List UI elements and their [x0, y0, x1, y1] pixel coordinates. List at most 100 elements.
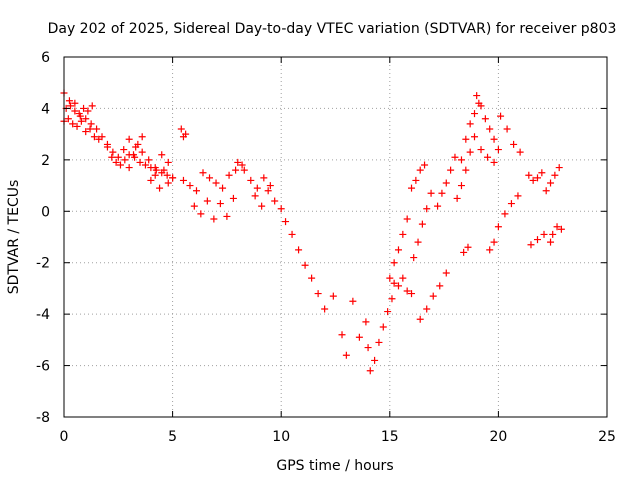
data-point	[466, 148, 474, 156]
data-point	[547, 179, 555, 187]
data-point	[471, 133, 479, 141]
data-point	[182, 130, 190, 138]
data-point	[116, 161, 124, 169]
data-point	[490, 158, 498, 166]
series-recovery-15-16h	[386, 215, 411, 282]
data-point	[364, 344, 372, 352]
data-point	[379, 323, 387, 331]
data-point	[82, 128, 90, 136]
data-point	[132, 143, 140, 151]
data-point	[186, 182, 194, 190]
data-point	[260, 174, 268, 182]
data-point	[321, 305, 329, 313]
data-points	[60, 89, 565, 375]
data-point	[147, 176, 155, 184]
data-point	[138, 148, 146, 156]
data-point	[557, 225, 565, 233]
y-tick-label: -8	[36, 410, 50, 426]
data-point	[138, 133, 146, 141]
series-tail-22-23h	[542, 164, 563, 195]
data-point	[164, 158, 172, 166]
data-point	[177, 125, 185, 133]
data-point	[390, 279, 398, 287]
data-point	[355, 333, 363, 341]
data-point	[229, 194, 237, 202]
series-band-4-5h	[147, 166, 177, 192]
data-point	[301, 261, 309, 269]
data-point	[130, 151, 138, 159]
data-point	[225, 171, 233, 179]
data-point	[282, 218, 290, 226]
data-point	[192, 187, 200, 195]
data-point	[121, 156, 129, 164]
data-point	[525, 171, 533, 179]
data-point	[486, 125, 494, 133]
data-point	[258, 202, 266, 210]
data-point	[163, 171, 171, 179]
series-band-2-3h	[103, 133, 146, 172]
data-point	[271, 197, 279, 205]
series-stripe-16-18h-low	[416, 269, 450, 323]
y-tick-label: 0	[41, 204, 50, 220]
data-point	[114, 153, 122, 161]
data-point	[238, 161, 246, 169]
data-point	[71, 99, 79, 107]
data-point	[533, 236, 541, 244]
data-point	[529, 176, 537, 184]
data-point	[156, 184, 164, 192]
data-point	[394, 282, 402, 290]
data-point	[527, 241, 535, 249]
data-point	[429, 292, 437, 300]
data-point	[190, 202, 198, 210]
data-point	[477, 146, 485, 154]
data-point	[371, 356, 379, 364]
data-point	[73, 122, 81, 130]
data-point	[494, 223, 502, 231]
data-point	[151, 164, 159, 172]
data-point	[553, 223, 561, 231]
data-point	[453, 194, 461, 202]
data-point	[399, 274, 407, 282]
series-band-20-21h-low	[486, 192, 522, 254]
data-point	[490, 238, 498, 246]
data-point	[136, 158, 144, 166]
grid-lines	[64, 57, 607, 417]
data-point	[69, 120, 77, 128]
data-point	[408, 290, 416, 298]
data-point	[434, 202, 442, 210]
data-point	[212, 179, 220, 187]
y-tick-label: -4	[36, 307, 50, 323]
data-point	[423, 205, 431, 213]
data-point	[416, 166, 424, 174]
data-point	[329, 292, 337, 300]
data-point	[399, 230, 407, 238]
data-point	[384, 308, 392, 316]
data-point	[206, 174, 214, 182]
data-point	[203, 197, 211, 205]
data-point	[394, 246, 402, 254]
series-stripe-17-18h	[434, 153, 459, 210]
data-point	[64, 115, 72, 123]
data-point	[232, 166, 240, 174]
data-point	[403, 287, 411, 295]
data-point	[240, 166, 248, 174]
data-point	[501, 210, 509, 218]
data-point	[457, 182, 465, 190]
series-stripe-16-17h	[410, 189, 435, 262]
data-point	[436, 282, 444, 290]
x-tick-label: 25	[598, 429, 616, 445]
data-point	[460, 248, 468, 256]
data-point	[247, 176, 255, 184]
data-point	[71, 107, 79, 115]
data-point	[438, 189, 446, 197]
data-point	[442, 269, 450, 277]
x-tick-label: 10	[272, 429, 290, 445]
data-point	[84, 107, 92, 115]
series-plateau-6-8h	[179, 161, 246, 195]
data-point	[65, 97, 73, 105]
data-point	[542, 187, 550, 195]
data-point	[67, 102, 75, 110]
series-tail-21-22h-low	[527, 230, 555, 249]
data-point	[169, 174, 177, 182]
